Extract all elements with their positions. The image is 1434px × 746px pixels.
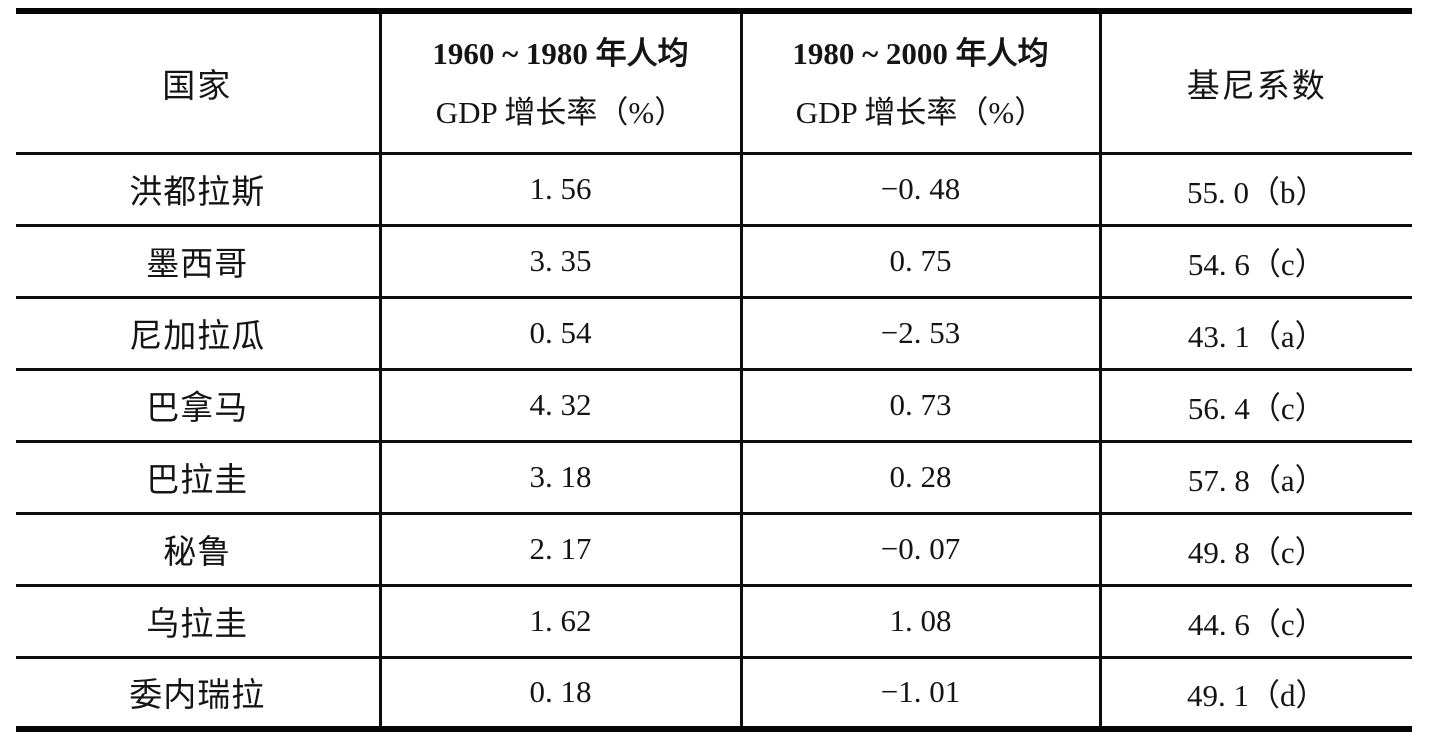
country-cell: 委内瑞拉	[129, 678, 266, 715]
country-cell: 巴拉圭	[16, 441, 380, 515]
table-row: 委内瑞拉 0. 18 −1. 01 49. 1（d）	[16, 657, 1412, 729]
table-row: 秘鲁 2. 17 −0. 07 49. 8（c）	[16, 513, 1412, 587]
gdp1-cell: 1. 62	[378, 585, 741, 659]
gdp1-cell: 3. 18	[378, 441, 741, 515]
gdp1-cell: 1. 56	[378, 153, 741, 227]
table-row: 尼加拉瓜 0. 54 −2. 53 43. 1（a）	[16, 297, 1412, 371]
gini-cell: 55. 0（b）	[1098, 153, 1412, 227]
header-gdp1-line1: 1960 ~ 1980 年人均	[432, 35, 689, 71]
gdp1-cell: 0. 54	[378, 297, 741, 371]
table-row: 墨西哥 3. 35 0. 75 54. 6（c）	[16, 225, 1412, 299]
gdp1-cell: 2. 17	[378, 513, 741, 587]
header-gini: 基尼系数	[1098, 11, 1412, 155]
country-cell: 尼加拉瓜	[16, 297, 380, 371]
header-gdp-1960-1980: 1960 ~ 1980 年人均 GDP 增长率（%）	[378, 11, 741, 155]
gdp2-cell: 0. 28	[739, 441, 1100, 515]
header-gdp1-line2: GDP 增长率（%）	[435, 94, 686, 130]
gdp2-cell: −2. 53	[739, 297, 1100, 371]
country-cell: 洪都拉斯	[16, 153, 380, 227]
country-cell: 墨西哥	[16, 225, 380, 299]
header-gdp2-line1: 1980 ~ 2000 年人均	[792, 35, 1049, 71]
country-cell: 乌拉圭	[16, 585, 380, 659]
gini-cell: 54. 6（c）	[1098, 225, 1412, 299]
country-cell: 巴拿马	[16, 369, 380, 443]
gdp1-cell: 0. 18	[378, 657, 741, 729]
gdp2-cell: −0. 07	[739, 513, 1100, 587]
table-body: 洪都拉斯 1. 56 −0. 48 55. 0（b） 墨西哥 3. 35 0. …	[16, 153, 1412, 729]
document-table-container: 国家 1960 ~ 1980 年人均 GDP 增长率（%） 1980 ~ 200…	[16, 8, 1412, 732]
gdp-gini-table: 国家 1960 ~ 1980 年人均 GDP 增长率（%） 1980 ~ 200…	[16, 8, 1412, 732]
gdp1-cell: 3. 35	[378, 225, 741, 299]
gini-cell: 49. 1（d）	[1098, 657, 1412, 729]
table-row: 巴拉圭 3. 18 0. 28 57. 8（a）	[16, 441, 1412, 515]
header-country-label: 国家	[162, 68, 233, 105]
country-cell: 秘鲁	[16, 513, 380, 587]
gdp2-cell: −0. 48	[739, 153, 1100, 227]
table-row: 洪都拉斯 1. 56 −0. 48 55. 0（b）	[16, 153, 1412, 227]
gini-cell: 57. 8（a）	[1098, 441, 1412, 515]
gini-cell: 56. 4（c）	[1098, 369, 1412, 443]
table-row: 乌拉圭 1. 62 1. 08 44. 6（c）	[16, 585, 1412, 659]
header-gdp-1980-2000: 1980 ~ 2000 年人均 GDP 增长率（%）	[739, 11, 1100, 155]
gini-cell: 44. 6（c）	[1098, 585, 1412, 659]
header-gdp2-line2: GDP 增长率（%）	[795, 94, 1046, 130]
table-header: 国家 1960 ~ 1980 年人均 GDP 增长率（%） 1980 ~ 200…	[16, 11, 1412, 155]
table-row: 巴拿马 4. 32 0. 73 56. 4（c）	[16, 369, 1412, 443]
gini-cell: 49. 8（c）	[1098, 513, 1412, 587]
header-row: 国家 1960 ~ 1980 年人均 GDP 增长率（%） 1980 ~ 200…	[16, 11, 1412, 155]
gini-cell: 43. 1（a）	[1098, 297, 1412, 371]
header-country: 国家	[16, 11, 380, 155]
gdp2-cell: 0. 73	[739, 369, 1100, 443]
gdp2-cell: −1. 01	[739, 657, 1100, 729]
gdp2-cell: 0. 75	[739, 225, 1100, 299]
gdp2-cell: 1. 08	[739, 585, 1100, 659]
gdp1-cell: 4. 32	[378, 369, 741, 443]
header-gini-label: 基尼系数	[1186, 68, 1327, 105]
